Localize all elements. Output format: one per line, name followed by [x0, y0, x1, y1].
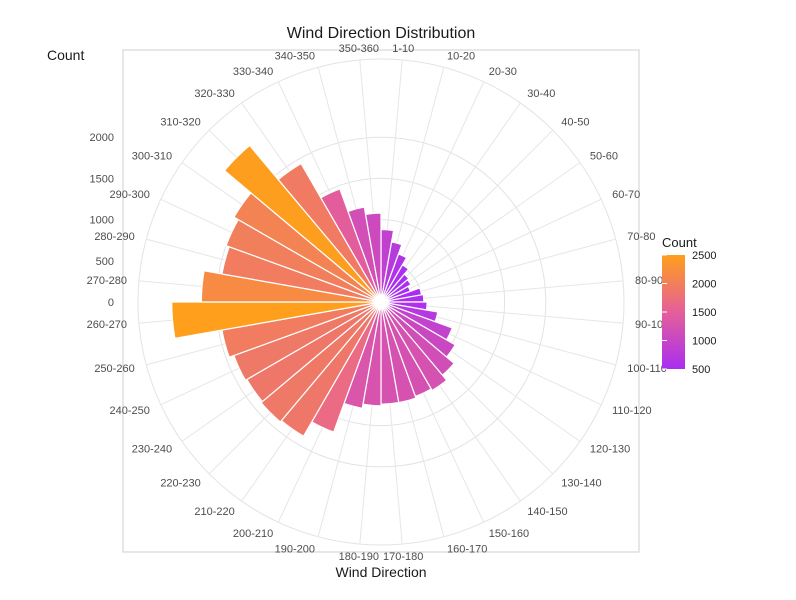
radial-tick-labels: 0 500 1000 1500 2000	[90, 132, 114, 309]
category-label: 320-330	[194, 88, 234, 100]
category-label: 20-30	[489, 66, 517, 78]
category-label: 50-60	[590, 151, 618, 163]
legend-tick-label: 1500	[692, 307, 716, 319]
grid-spoke	[380, 198, 602, 303]
bar-320-330	[277, 162, 382, 303]
category-label: 60-70	[612, 189, 640, 201]
grid-circle-outer	[137, 58, 625, 546]
legend-colorbar	[662, 255, 685, 369]
category-label: 80-90	[635, 275, 663, 287]
category-label: 200-210	[233, 528, 273, 540]
category-label: 130-140	[561, 477, 601, 489]
bar-30-40	[380, 264, 410, 303]
legend-tick-label: 500	[692, 364, 710, 376]
category-label: 10-20	[447, 51, 475, 63]
bar-330-340	[320, 188, 382, 303]
legend-tick-label: 1000	[692, 336, 716, 348]
category-label: 350-360	[339, 43, 379, 55]
legend-ticks: 500 1000 1500 2000 2500	[662, 250, 716, 376]
category-label: 1-10	[392, 43, 414, 55]
bar-220-230	[260, 301, 382, 423]
category-label: 280-290	[94, 231, 134, 243]
bar-310-320	[223, 144, 382, 303]
category-label: 310-320	[160, 117, 200, 129]
category-label: 120-130	[590, 443, 630, 455]
grid-spoke	[380, 162, 581, 303]
radial-tick-label: 500	[96, 256, 114, 268]
category-label: 90-100	[635, 319, 669, 331]
bar-260-270	[171, 301, 382, 340]
category-label: 270-280	[87, 275, 127, 287]
grid-spoke	[380, 129, 554, 303]
bar-350-360	[364, 212, 382, 303]
category-label: 330-340	[233, 66, 273, 78]
category-label: 300-310	[132, 151, 172, 163]
category-label: 190-200	[275, 543, 315, 555]
category-label: 250-260	[94, 363, 134, 375]
category-label: 180-190	[339, 551, 379, 563]
legend-tick-label: 2500	[692, 250, 716, 262]
radial-tick-label: 0	[108, 297, 114, 309]
radial-tick-label: 1500	[90, 173, 114, 185]
bar-50-60	[380, 278, 412, 303]
legend-tick-label: 2000	[692, 279, 716, 291]
legend: Count 500 1000 1500 2000 2500	[662, 235, 716, 376]
category-label: 340-350	[275, 51, 315, 63]
x-axis-title: Wind Direction	[335, 564, 426, 580]
radial-tick-label: 1000	[90, 215, 114, 227]
bar-40-50	[380, 273, 410, 303]
category-label: 290-300	[110, 189, 150, 201]
category-label: 230-240	[132, 443, 172, 455]
category-label: 110-120	[612, 405, 652, 417]
category-label: 140-150	[527, 506, 567, 518]
category-label: 30-40	[527, 88, 555, 100]
category-label: 210-220	[194, 506, 234, 518]
chart-title: Wind Direction Distribution	[287, 25, 476, 42]
bar-140-150	[380, 301, 448, 392]
bars	[171, 144, 457, 437]
panel-border	[122, 49, 640, 553]
category-label: 170-180	[383, 551, 423, 563]
bar-340-350	[347, 206, 382, 303]
legend-title: Count	[662, 235, 697, 250]
category-label: 100-110	[627, 363, 667, 375]
category-label: 40-50	[561, 117, 589, 129]
category-label: 160-170	[447, 543, 487, 555]
y-axis-title: Count	[47, 47, 84, 63]
category-label: 260-270	[87, 319, 127, 331]
category-labels: 1-10 10-20 20-30 30-40 40-50 50-60 60-70 70-80 8…	[87, 43, 670, 563]
category-label: 150-160	[489, 528, 529, 540]
category-label: 70-80	[627, 231, 655, 243]
category-label: 240-250	[110, 405, 150, 417]
category-label: 220-230	[160, 477, 200, 489]
radial-tick-label: 2000	[90, 132, 114, 144]
